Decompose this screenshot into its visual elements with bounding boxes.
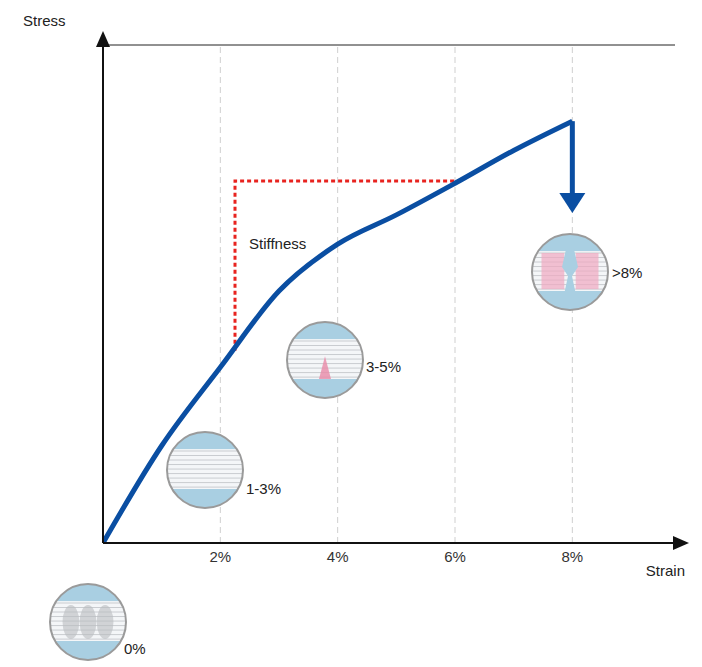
svg-text:1-3%: 1-3% [246, 480, 281, 497]
svg-text:0%: 0% [124, 640, 146, 657]
svg-text:Strain: Strain [646, 562, 685, 579]
svg-text:Stress: Stress [23, 12, 66, 29]
svg-text:8%: 8% [561, 548, 583, 565]
svg-text:Stiffness: Stiffness [249, 235, 306, 252]
svg-text:4%: 4% [327, 548, 349, 565]
svg-text:3-5%: 3-5% [366, 358, 401, 375]
svg-text:6%: 6% [444, 548, 466, 565]
svg-text:2%: 2% [209, 548, 231, 565]
svg-text:>8%: >8% [612, 264, 642, 281]
